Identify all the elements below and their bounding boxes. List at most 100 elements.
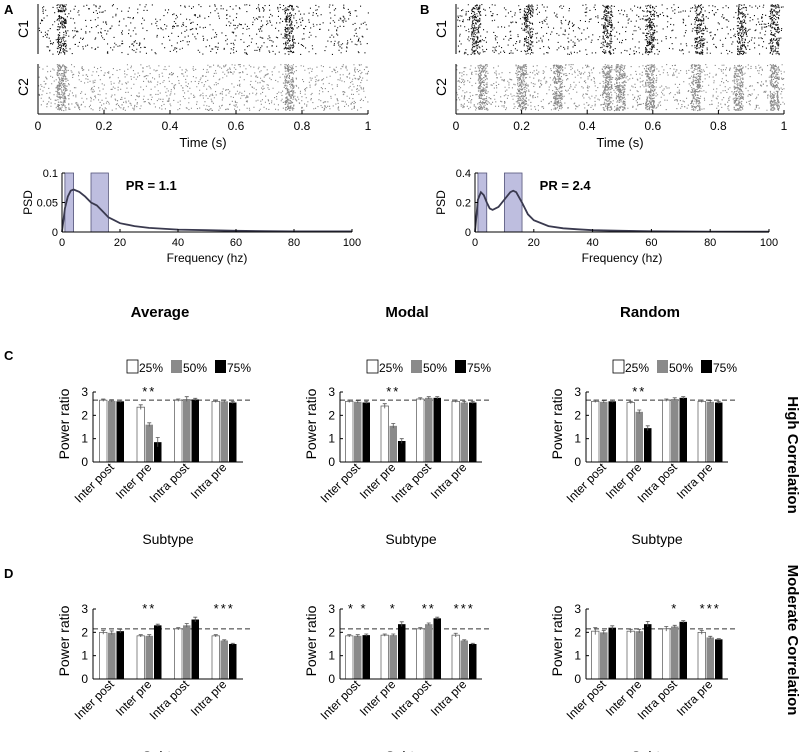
y-tick-label: 2	[574, 625, 581, 639]
bar-50pct	[389, 425, 397, 462]
y-tick-label: 3	[574, 602, 581, 616]
panel-letter-a: A	[4, 2, 14, 17]
x-tick-label: 40	[172, 237, 184, 249]
error-bar	[138, 634, 143, 637]
error-bar	[453, 399, 458, 403]
x-tick-label: 0.8	[294, 119, 311, 133]
bar-75pct	[398, 441, 406, 462]
bar-75pct	[433, 618, 441, 679]
legend-swatch-25	[126, 359, 139, 374]
significance-marker: **	[142, 601, 156, 616]
category-label: Intra pre	[428, 677, 470, 719]
bar-75pct	[715, 402, 723, 462]
legend-label-50: 50%	[669, 361, 693, 375]
bar-25pct	[174, 628, 183, 680]
bar-25pct	[662, 399, 671, 463]
bar-50pct	[706, 401, 714, 462]
error-bar	[399, 438, 404, 444]
bar-50pct	[183, 399, 191, 462]
error-bar	[347, 399, 352, 403]
category-label: Intra pre	[674, 677, 716, 719]
column-title-random: Random	[620, 304, 680, 321]
significance-marker: ***	[214, 601, 235, 616]
spike-train-c1	[38, 4, 369, 55]
error-bar	[391, 423, 396, 429]
bar-50pct	[671, 626, 679, 679]
error-bar	[435, 396, 440, 399]
error-bar	[681, 620, 686, 623]
legend-label-25: 25%	[379, 361, 403, 375]
psd-curve	[474, 189, 770, 233]
bar-25pct	[380, 405, 389, 463]
y-tick-label: 0	[328, 672, 335, 686]
error-bar	[699, 399, 704, 403]
bar-75pct	[469, 402, 477, 462]
y-tick-label: 1	[81, 649, 88, 663]
bar-75pct	[644, 428, 652, 462]
y-tick-label: 3	[574, 385, 581, 399]
bar-25pct	[662, 628, 671, 680]
bar-25pct	[211, 635, 220, 680]
error-bar	[418, 627, 423, 630]
significance-marker: ***	[454, 601, 475, 616]
frequency-band	[477, 172, 488, 233]
column-title-modal: Modal	[385, 304, 428, 321]
y-axis-label: Power ratio	[303, 388, 319, 459]
bar-25pct	[697, 400, 706, 463]
x-tick-label: 20	[528, 237, 540, 249]
category-label: Intra pre	[674, 460, 716, 502]
legend-label-25: 25%	[625, 361, 649, 375]
error-bar	[716, 638, 721, 641]
bar-25pct	[591, 400, 600, 463]
bar-50pct	[460, 402, 468, 462]
legend-swatch-50	[657, 360, 668, 373]
error-bar	[664, 398, 669, 402]
bar-75pct	[362, 402, 370, 462]
y-tick-label: 3	[328, 385, 335, 399]
y-tick-label: 1	[328, 649, 335, 663]
legend-average: 25% 50% 75%	[126, 359, 251, 375]
error-bar	[610, 625, 615, 630]
bar-75pct	[229, 402, 237, 462]
bar-75pct	[116, 401, 124, 462]
error-bar	[364, 633, 369, 637]
bar-50pct	[425, 397, 433, 462]
bar-25pct	[416, 628, 425, 680]
panel-letter-d: D	[4, 566, 13, 581]
x-tick-label: 0.8	[710, 119, 727, 133]
y-tick-label: 0	[328, 455, 335, 469]
x-tick-label: 60	[645, 237, 657, 249]
raster-row-label: C1	[15, 20, 31, 38]
frequency-band	[90, 172, 109, 233]
error-bar	[637, 409, 642, 414]
legend-swatch-75	[701, 360, 712, 373]
category-label: Intra pre	[188, 677, 230, 719]
bar-50pct	[220, 401, 228, 462]
x-tick-label: 0	[35, 119, 42, 133]
y-tick-label: 1	[328, 432, 335, 446]
y-tick-label: 1	[574, 432, 581, 446]
error-bar	[453, 632, 458, 637]
error-bar	[109, 630, 114, 635]
row-title-moderate: Moderate Correlation	[784, 565, 800, 716]
legend-label-75: 75%	[227, 361, 251, 375]
legend-label-50: 50%	[423, 361, 447, 375]
bar-25pct	[451, 400, 460, 463]
legend-swatch-25	[366, 359, 379, 374]
bar-50pct	[635, 411, 643, 462]
x-axis-label: Frequency (hz)	[167, 251, 248, 265]
bar-75pct	[679, 621, 687, 679]
psd-curve	[61, 188, 352, 233]
error-bar	[364, 400, 369, 404]
bar-25pct	[99, 631, 108, 680]
error-bar	[382, 403, 387, 409]
error-bar	[645, 620, 650, 627]
spike-train-c2	[38, 64, 369, 112]
raster-row-label: C2	[433, 78, 449, 96]
bar-75pct	[679, 397, 687, 462]
raster-row-label: C2	[15, 78, 31, 96]
x-tick-label: 0	[472, 237, 478, 249]
error-bar	[184, 623, 189, 628]
error-bar	[399, 621, 404, 627]
